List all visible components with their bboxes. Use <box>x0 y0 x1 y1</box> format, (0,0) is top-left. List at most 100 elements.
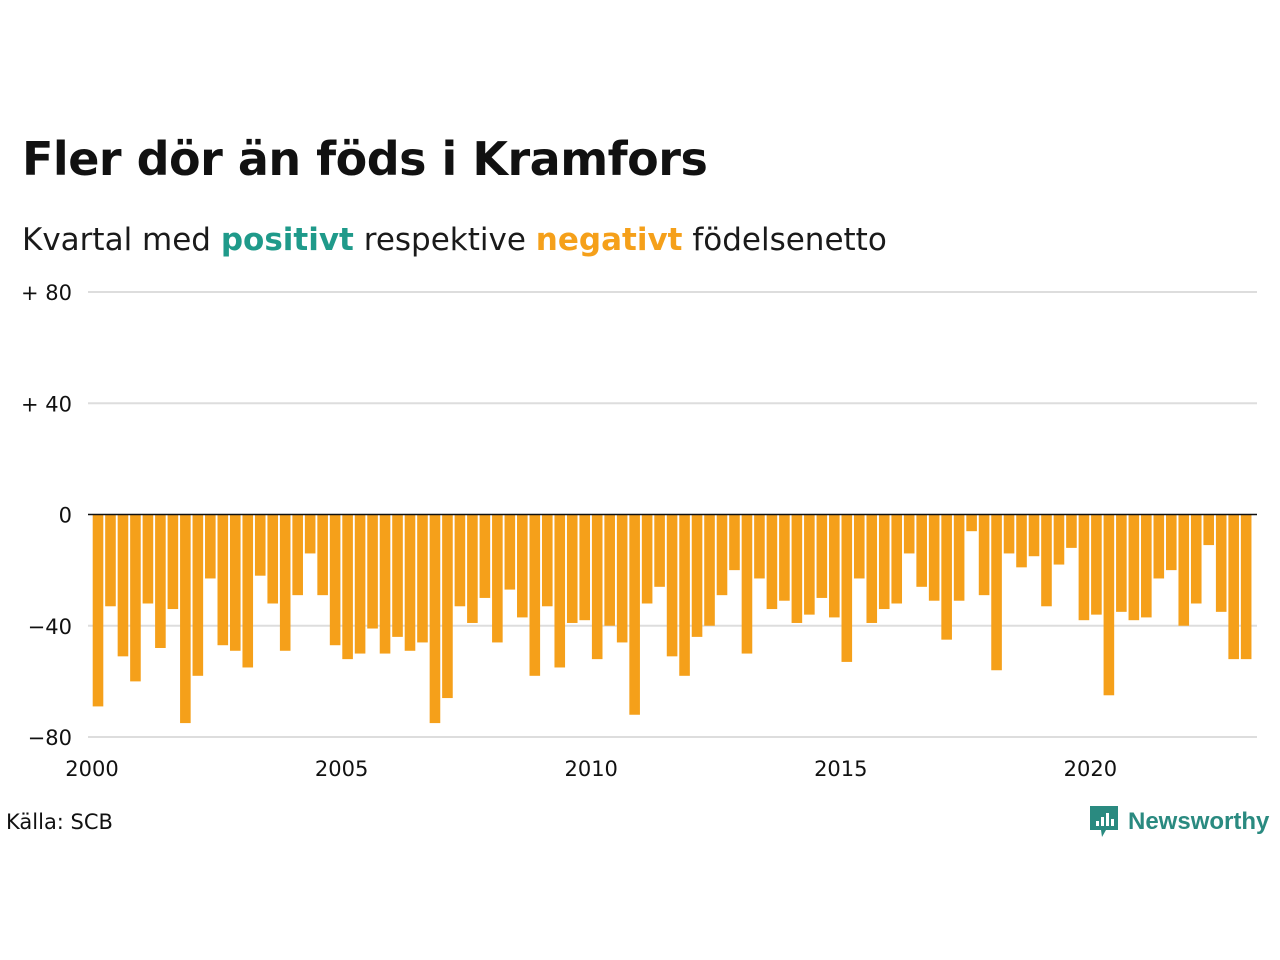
bar-2003-Q2 <box>254 514 266 576</box>
bar-2006-Q2 <box>404 514 416 651</box>
bar-2014-Q3 <box>816 514 828 598</box>
bar-2017-Q4 <box>978 514 990 596</box>
bar-2003-Q3 <box>267 514 279 604</box>
bar-2013-Q4 <box>779 514 790 601</box>
y-tick-label: 0 <box>59 504 72 528</box>
bar-2004-Q1 <box>292 514 303 596</box>
bar-2010-Q2 <box>604 514 615 626</box>
bar-2002-Q1 <box>192 514 204 676</box>
y-tick-label: + 40 <box>21 392 72 416</box>
axes: + 80 + 40 0 −40 −80 2000 2005 2010 2015 2020 <box>21 281 1257 781</box>
bar-2002-Q3 <box>217 514 229 646</box>
bar-2006-Q4 <box>429 514 441 724</box>
bar-2017-Q2 <box>953 514 965 601</box>
y-tick-label: −40 <box>28 615 72 639</box>
bar-2005-Q1 <box>342 514 353 660</box>
bar-2008-Q3 <box>517 514 528 618</box>
bar-2022-Q2 <box>1203 514 1215 546</box>
y-tick-label: + 80 <box>21 281 72 305</box>
bar-2005-Q4 <box>379 514 391 654</box>
bar-2020-Q3 <box>1116 514 1127 612</box>
bar-2002-Q2 <box>205 514 216 579</box>
chart-subtitle: Kvartal med positivt respektive negativt… <box>22 222 887 258</box>
bar-2021-Q2 <box>1153 514 1165 579</box>
bar-2002-Q4 <box>229 514 241 651</box>
bar-2020-Q4 <box>1128 514 1140 621</box>
bar-2014-Q2 <box>804 514 815 615</box>
bar-2011-Q1 <box>641 514 653 604</box>
bar-2017-Q3 <box>966 514 977 532</box>
bar-2004-Q2 <box>304 514 316 554</box>
brand-name: Newsworthy <box>1128 808 1270 835</box>
bar-2009-Q1 <box>541 514 553 607</box>
x-tick-label: 2005 <box>315 757 368 781</box>
bar-2012-Q4 <box>729 514 740 571</box>
subtitle-prefix: Kvartal med <box>22 222 211 258</box>
bar-2018-Q4 <box>1028 514 1040 557</box>
bar-2010-Q4 <box>629 514 640 715</box>
bar-2013-Q2 <box>754 514 765 579</box>
bar-2001-Q3 <box>167 514 179 610</box>
x-tick-label: 2000 <box>65 757 118 781</box>
bar-2020-Q2 <box>1103 514 1115 696</box>
bar-2007-Q1 <box>442 514 453 699</box>
bar-2000-Q2 <box>105 514 116 607</box>
subtitle-positive-word: positivt <box>220 222 354 258</box>
bar-2017-Q1 <box>941 514 952 640</box>
bar-2008-Q2 <box>504 514 516 590</box>
bar-2013-Q3 <box>766 514 778 610</box>
bar-2011-Q4 <box>679 514 690 676</box>
subtitle-middle: respektive <box>363 222 526 258</box>
bar-2008-Q1 <box>492 514 503 643</box>
bar-2010-Q3 <box>616 514 628 643</box>
bar-2012-Q3 <box>716 514 728 596</box>
bar-2004-Q3 <box>317 514 328 596</box>
bar-2009-Q2 <box>554 514 566 668</box>
bar-2014-Q1 <box>791 514 803 623</box>
bar-2007-Q4 <box>479 514 491 598</box>
bar-2022-Q3 <box>1215 514 1227 612</box>
bar-2019-Q3 <box>1066 514 1077 548</box>
x-tick-label: 2020 <box>1064 757 1117 781</box>
bar-2016-Q1 <box>891 514 903 604</box>
subtitle-suffix: födelsenetto <box>692 222 887 258</box>
x-tick-label: 2010 <box>564 757 617 781</box>
source-label: Källa: SCB <box>6 810 113 834</box>
bar-2009-Q3 <box>566 514 578 623</box>
bar-2001-Q1 <box>142 514 154 604</box>
bar-2021-Q4 <box>1178 514 1190 626</box>
bar-2022-Q1 <box>1190 514 1202 604</box>
bar-2008-Q4 <box>529 514 541 676</box>
bar-2012-Q1 <box>691 514 703 637</box>
bar-2006-Q3 <box>417 514 428 643</box>
bar-2018-Q1 <box>991 514 1002 671</box>
bar-2016-Q2 <box>903 514 915 554</box>
bar-2018-Q2 <box>1003 514 1015 554</box>
chart-title: Fler dör än föds i Kramfors <box>22 132 708 186</box>
bar-2016-Q4 <box>928 514 940 601</box>
bar-2007-Q3 <box>467 514 478 623</box>
brand-logo[interactable]: Newsworthy <box>1088 804 1269 840</box>
bar-2011-Q3 <box>666 514 678 657</box>
bar-2000-Q1 <box>92 514 104 707</box>
bar-2015-Q1 <box>841 514 853 662</box>
bar-2015-Q2 <box>853 514 865 579</box>
bar-2001-Q4 <box>180 514 191 724</box>
bar-2005-Q2 <box>354 514 366 654</box>
bar-2018-Q3 <box>1016 514 1027 568</box>
bar-2005-Q3 <box>367 514 378 629</box>
bar-2000-Q4 <box>130 514 141 682</box>
bar-2019-Q2 <box>1053 514 1065 565</box>
bars <box>92 514 1252 724</box>
bar-2015-Q4 <box>878 514 890 610</box>
bar-2006-Q1 <box>392 514 403 637</box>
bar-2007-Q2 <box>454 514 466 607</box>
bar-2004-Q4 <box>329 514 341 646</box>
newsworthy-logo-icon <box>1090 806 1118 837</box>
bar-2022-Q4 <box>1228 514 1239 660</box>
y-tick-label: −80 <box>28 726 72 750</box>
bar-2011-Q2 <box>654 514 665 587</box>
bar-2001-Q2 <box>155 514 166 648</box>
bar-2019-Q1 <box>1041 514 1052 607</box>
